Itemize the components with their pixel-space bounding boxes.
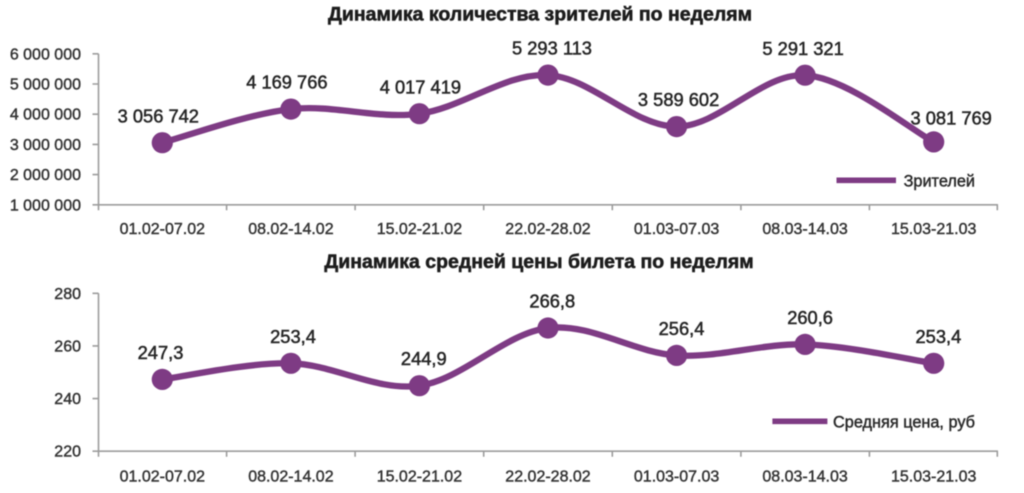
svg-text:1 000 000: 1 000 000 — [10, 197, 81, 214]
svg-text:247,3: 247,3 — [138, 342, 184, 363]
svg-text:260,6: 260,6 — [787, 307, 833, 328]
svg-text:240: 240 — [54, 391, 81, 408]
svg-text:5 293 113: 5 293 113 — [512, 38, 592, 59]
svg-text:15.03-21.03: 15.03-21.03 — [891, 468, 977, 485]
svg-text:Зрителей: Зрителей — [904, 172, 975, 190]
svg-text:08.02-14.02: 08.02-14.02 — [248, 221, 334, 238]
svg-text:08.02-14.02: 08.02-14.02 — [248, 468, 334, 485]
svg-text:22.02-28.02: 22.02-28.02 — [505, 221, 591, 238]
svg-text:3 589 602: 3 589 602 — [638, 89, 719, 110]
svg-text:Средняя цена, руб: Средняя цена, руб — [833, 413, 975, 431]
svg-text:280: 280 — [54, 286, 81, 303]
svg-text:4 169 766: 4 169 766 — [246, 72, 327, 93]
svg-text:3 081 769: 3 081 769 — [911, 107, 992, 128]
svg-text:01.03-07.03: 01.03-07.03 — [634, 468, 720, 485]
svg-text:Динамика количества зрителей п: Динамика количества зрителей по неделям — [328, 3, 752, 25]
svg-text:5 291 321: 5 291 321 — [762, 38, 843, 59]
svg-text:6 000 000: 6 000 000 — [10, 46, 81, 63]
svg-text:3 056 742: 3 056 742 — [118, 105, 199, 126]
svg-text:15.03-21.03: 15.03-21.03 — [891, 221, 977, 238]
svg-text:253,4: 253,4 — [916, 326, 962, 347]
svg-text:22.02-28.02: 22.02-28.02 — [505, 468, 591, 485]
svg-text:260: 260 — [54, 338, 81, 355]
svg-text:15.02-21.02: 15.02-21.02 — [377, 221, 463, 238]
svg-text:220: 220 — [54, 444, 81, 461]
svg-text:01.02-07.02: 01.02-07.02 — [120, 221, 206, 238]
svg-text:244,9: 244,9 — [401, 348, 447, 369]
svg-text:2 000 000: 2 000 000 — [10, 167, 81, 184]
svg-text:256,4: 256,4 — [659, 318, 705, 339]
svg-text:4 000 000: 4 000 000 — [10, 107, 81, 124]
svg-text:5 000 000: 5 000 000 — [10, 77, 81, 94]
svg-text:Динамика средней цены билета п: Динамика средней цены билета по неделям — [324, 251, 753, 273]
svg-text:3 000 000: 3 000 000 — [10, 137, 81, 154]
svg-text:266,8: 266,8 — [529, 291, 575, 312]
svg-text:4 017 419: 4 017 419 — [380, 76, 461, 97]
svg-text:01.03-07.03: 01.03-07.03 — [634, 221, 720, 238]
svg-text:15.02-21.02: 15.02-21.02 — [377, 468, 463, 485]
svg-text:08.03-14.03: 08.03-14.03 — [762, 221, 848, 238]
svg-text:08.03-14.03: 08.03-14.03 — [762, 468, 848, 485]
svg-text:01.02-07.02: 01.02-07.02 — [120, 468, 206, 485]
svg-text:253,4: 253,4 — [270, 326, 316, 347]
